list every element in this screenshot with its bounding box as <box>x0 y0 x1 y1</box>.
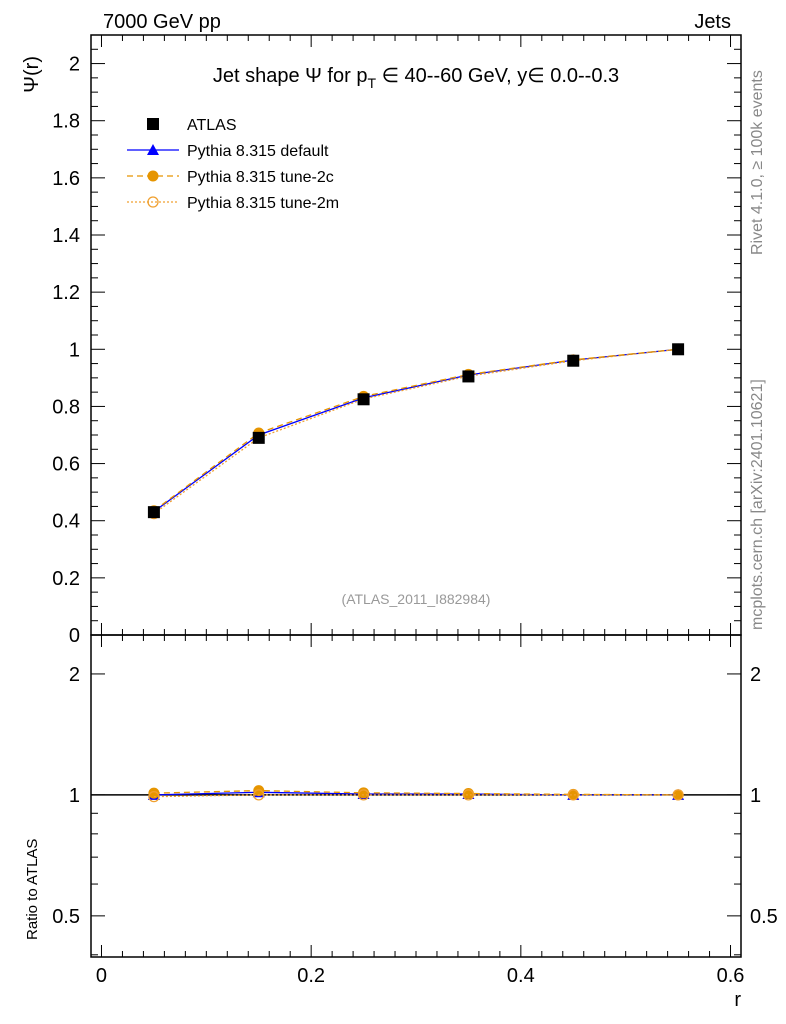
y-tick-label: 2 <box>69 54 80 76</box>
ratio-y-axis-label: Ratio to ATLAS <box>24 839 41 940</box>
ratio-point <box>567 789 579 801</box>
ratio-y-tick-label-right: 1 <box>750 785 761 807</box>
y-tick-label: 0.6 <box>52 454 80 476</box>
ratio-y-tick-label-right: 0.5 <box>750 906 778 928</box>
legend-marker <box>147 170 159 182</box>
y-tick-label: 1.4 <box>52 225 80 247</box>
y-tick-label: 0.4 <box>52 511 80 533</box>
y-tick-label: 0.8 <box>52 396 80 418</box>
series-line-2 <box>153 348 679 512</box>
legend-marker <box>147 144 159 155</box>
ratio-point <box>567 788 579 800</box>
analysis-watermark: (ATLAS_2011_I882984) <box>342 591 491 607</box>
data-point <box>147 506 160 519</box>
rivet-label: Rivet 4.1.0, ≥ 100k events <box>749 70 766 255</box>
legend-entry: Pythia 8.315 default <box>187 143 329 160</box>
ratio-point <box>253 789 265 801</box>
ratio-point <box>462 789 475 801</box>
x-tick-label: 0.2 <box>297 965 325 987</box>
ratio-line-2 <box>153 794 679 798</box>
y-tick-label: 1.6 <box>52 168 80 190</box>
legend-marker <box>147 118 159 130</box>
ratio-frame <box>90 634 742 958</box>
x-tick-label: 0.6 <box>717 965 745 987</box>
ratio-y-tick-label-right: 2 <box>750 664 761 686</box>
y-tick-label: 1.2 <box>52 282 80 304</box>
data-point <box>252 431 265 444</box>
legend-marker <box>147 196 159 208</box>
x-tick-label: 0.4 <box>507 965 535 987</box>
series-line-1 <box>153 348 679 513</box>
y-tick-label: 1 <box>69 339 80 361</box>
ratio-y-tick-label: 2 <box>69 664 80 686</box>
data-point <box>672 343 685 356</box>
data-point <box>357 393 370 406</box>
ratio-y-tick-label: 0.5 <box>52 906 80 928</box>
mcplots-label: mcplots.cern.ch [arXiv:2401.10621] <box>749 379 766 630</box>
data-point <box>462 370 475 383</box>
legend-entry: Pythia 8.315 tune-2c <box>187 169 334 186</box>
header-right: Jets <box>694 11 731 33</box>
y-tick-label: 1.8 <box>52 111 80 133</box>
ratio-point <box>253 785 265 797</box>
y-tick-label: 0 <box>69 625 80 647</box>
header-left: 7000 GeV pp <box>103 11 221 33</box>
ratio-point <box>357 789 370 801</box>
ratio-point <box>148 787 160 799</box>
y-tick-label: 0.2 <box>52 568 80 590</box>
legend-entry: Pythia 8.315 tune-2m <box>187 195 339 212</box>
x-tick-label: 0 <box>96 965 107 987</box>
x-axis-label: r <box>734 989 741 1011</box>
y-axis-label: Ψ(r) <box>21 56 43 93</box>
data-point <box>567 354 580 367</box>
plot-title: Jet shape Ψ for pT ∈ 40--60 GeV, y∈ 0.0-… <box>213 65 619 91</box>
ratio-line-1 <box>153 789 679 796</box>
legend-entry: ATLAS <box>187 117 237 134</box>
ratio-point <box>672 789 684 801</box>
ratio-y-tick-label: 1 <box>69 785 80 807</box>
ratio-point <box>148 791 160 803</box>
series-line-3 <box>153 348 679 515</box>
